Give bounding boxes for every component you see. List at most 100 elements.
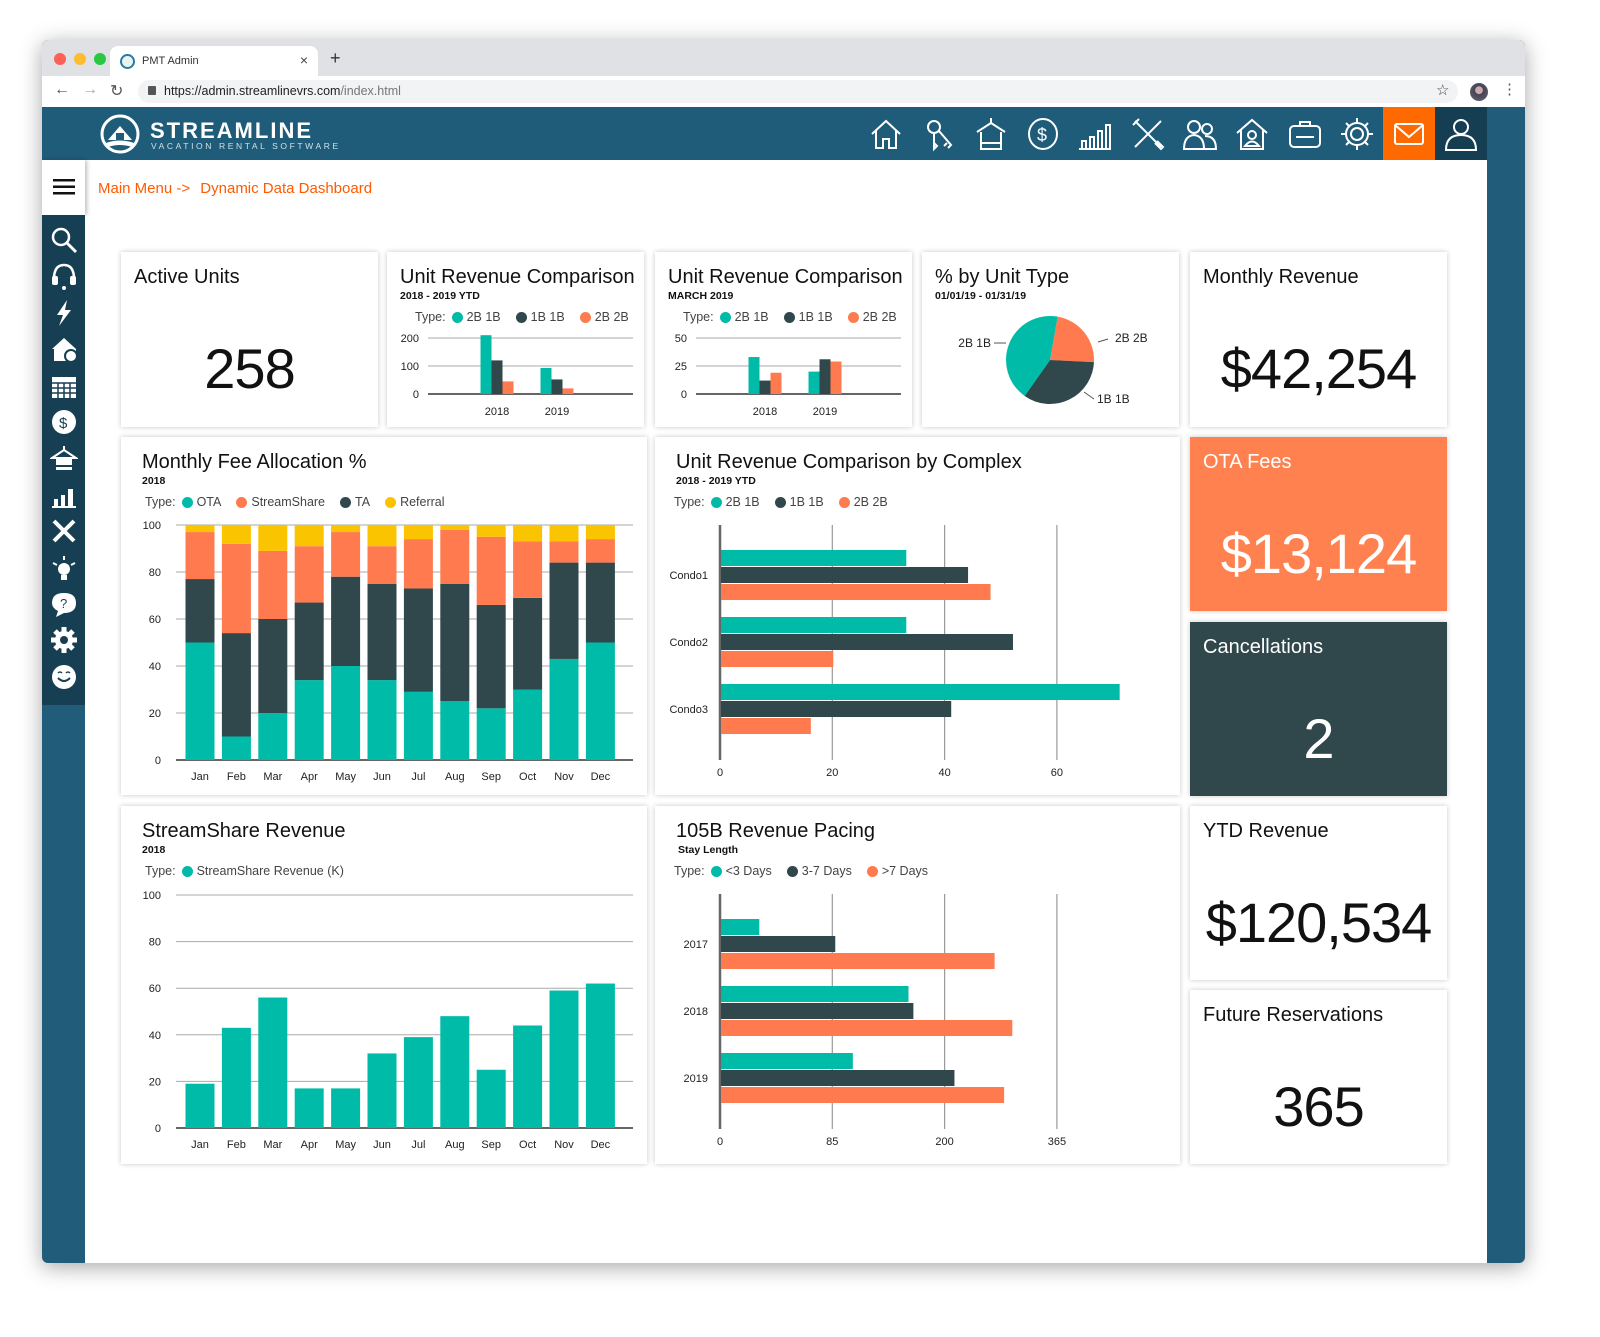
sidebar-lightbulb-icon[interactable] <box>50 554 78 582</box>
future-reservations-card[interactable]: Future Reservations 365 <box>1190 990 1447 1164</box>
sidebar-search-icon[interactable] <box>50 226 78 254</box>
stacked-bar-segment[interactable] <box>221 736 251 761</box>
bar[interactable] <box>540 367 552 394</box>
bar[interactable] <box>513 1025 543 1128</box>
stacked-bar-segment[interactable] <box>585 642 615 761</box>
unit-revenue-ytd-card[interactable]: Unit Revenue Comparison 2018 - 2019 YTD … <box>387 252 644 427</box>
bar[interactable] <box>721 567 969 583</box>
stacked-bar-segment[interactable] <box>258 713 288 760</box>
bar[interactable] <box>331 1088 361 1128</box>
tools-icon[interactable] <box>1129 115 1167 153</box>
stacked-bar-segment[interactable] <box>331 532 361 577</box>
stacked-bar-segment[interactable] <box>476 536 506 605</box>
pie-slice[interactable] <box>1006 316 1058 396</box>
stacked-bar-segment[interactable] <box>294 602 324 681</box>
stacked-bar-segment[interactable] <box>585 562 615 643</box>
ytd-revenue-card[interactable]: YTD Revenue $120,534 <box>1190 806 1447 980</box>
bar[interactable] <box>476 1069 506 1128</box>
stacked-bar-segment[interactable] <box>331 666 361 760</box>
streamline-logo[interactable]: STREAMLINE VACATION RENTAL SOFTWARE <box>100 112 360 156</box>
bar[interactable] <box>721 550 907 566</box>
bar[interactable] <box>721 1087 1005 1103</box>
browser-menu-icon[interactable]: ⋮ <box>1502 81 1517 98</box>
stacked-bar-segment[interactable] <box>221 525 251 544</box>
stacked-bar-segment[interactable] <box>549 541 579 563</box>
stacked-bar-segment[interactable] <box>185 642 215 761</box>
bar[interactable] <box>748 357 760 394</box>
unit-type-pie-card[interactable]: % by Unit Type 01/01/19 - 01/31/19 2B 2B… <box>922 252 1179 427</box>
sidebar-headset-icon[interactable] <box>50 262 78 291</box>
stacked-bar-segment[interactable] <box>549 562 579 659</box>
stacked-bar-segment[interactable] <box>221 543 251 634</box>
minimize-window-button[interactable] <box>74 53 86 65</box>
stacked-bar-segment[interactable] <box>549 658 579 760</box>
back-icon[interactable]: ← <box>54 81 70 98</box>
unit-revenue-march-card[interactable]: Unit Revenue Comparison MARCH 2019 Type:… <box>655 252 912 427</box>
revenue-pacing-card[interactable]: 105B Revenue Pacing Stay Length Type: <3 … <box>655 806 1180 1164</box>
bar[interactable] <box>258 997 288 1128</box>
bar[interactable] <box>721 1020 1013 1036</box>
bar[interactable] <box>440 1016 470 1128</box>
stacked-bar-segment[interactable] <box>367 680 397 760</box>
sidebar-gear-icon[interactable] <box>50 626 78 654</box>
close-tab-icon[interactable]: × <box>299 52 308 68</box>
bar[interactable] <box>721 651 834 667</box>
bar[interactable] <box>721 1003 914 1019</box>
stacked-bar-segment[interactable] <box>185 579 215 643</box>
stacked-bar-segment[interactable] <box>403 691 433 760</box>
stacked-bar-segment[interactable] <box>549 525 579 542</box>
user-icon[interactable] <box>1442 115 1480 153</box>
bar[interactable] <box>480 335 492 394</box>
toolbox-icon[interactable] <box>1286 115 1324 153</box>
bar[interactable] <box>294 1088 324 1128</box>
bar[interactable] <box>721 584 991 600</box>
bar[interactable] <box>721 953 995 969</box>
bar[interactable] <box>759 380 771 394</box>
bar[interactable] <box>830 361 842 394</box>
bar[interactable] <box>721 617 907 633</box>
bar[interactable] <box>562 388 574 394</box>
maximize-window-button[interactable] <box>94 53 106 65</box>
stacked-bar-segment[interactable] <box>513 597 543 690</box>
stacked-bar-segment[interactable] <box>476 708 506 760</box>
close-window-button[interactable] <box>54 53 66 65</box>
mail-icon[interactable] <box>1390 115 1428 153</box>
monthly-revenue-card[interactable]: Monthly Revenue $42,254 <box>1190 252 1447 427</box>
bar[interactable] <box>721 919 760 935</box>
stacked-bar-segment[interactable] <box>367 525 397 547</box>
stacked-bar-segment[interactable] <box>331 576 361 666</box>
bar[interactable] <box>551 379 563 394</box>
bar[interactable] <box>808 371 820 394</box>
sidebar-smiley-icon[interactable] <box>50 663 78 691</box>
active-units-card[interactable]: Active Units 258 <box>121 252 378 427</box>
pie-slice[interactable] <box>1050 316 1094 363</box>
stacked-bar-segment[interactable] <box>258 619 288 713</box>
sidebar-lightning-icon[interactable] <box>50 299 78 327</box>
bar[interactable] <box>721 1053 853 1069</box>
sidebar-house-info-icon[interactable] <box>50 335 78 364</box>
bar[interactable] <box>403 1037 433 1128</box>
bar[interactable] <box>721 936 836 952</box>
stacked-bar-segment[interactable] <box>403 525 433 540</box>
stacked-bar-segment[interactable] <box>440 583 470 702</box>
pie-slice[interactable] <box>1024 360 1094 404</box>
mail-button[interactable] <box>1383 107 1435 160</box>
housekeeping-icon[interactable] <box>972 115 1010 153</box>
bar[interactable] <box>770 372 782 394</box>
stacked-bar-segment[interactable] <box>585 539 615 563</box>
stacked-bar-segment[interactable] <box>440 529 470 584</box>
bar[interactable] <box>721 634 1013 650</box>
bar[interactable] <box>721 718 811 734</box>
gear-icon[interactable] <box>1338 115 1376 153</box>
sidebar-dollar-icon[interactable]: $ <box>50 408 78 436</box>
profile-avatar[interactable] <box>1470 83 1488 101</box>
stacked-bar-segment[interactable] <box>294 546 324 603</box>
sidebar-calendar-icon[interactable] <box>50 372 78 400</box>
bar[interactable] <box>221 1027 251 1128</box>
stacked-bar-segment[interactable] <box>221 633 251 737</box>
stacked-bar-segment[interactable] <box>367 583 397 681</box>
owners-icon[interactable] <box>1181 115 1219 153</box>
bar[interactable] <box>721 701 952 717</box>
bar[interactable] <box>721 684 1120 700</box>
keys-icon[interactable] <box>920 115 958 153</box>
